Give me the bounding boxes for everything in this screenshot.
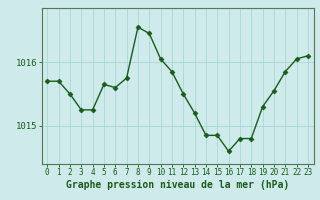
X-axis label: Graphe pression niveau de la mer (hPa): Graphe pression niveau de la mer (hPa) bbox=[66, 180, 289, 190]
